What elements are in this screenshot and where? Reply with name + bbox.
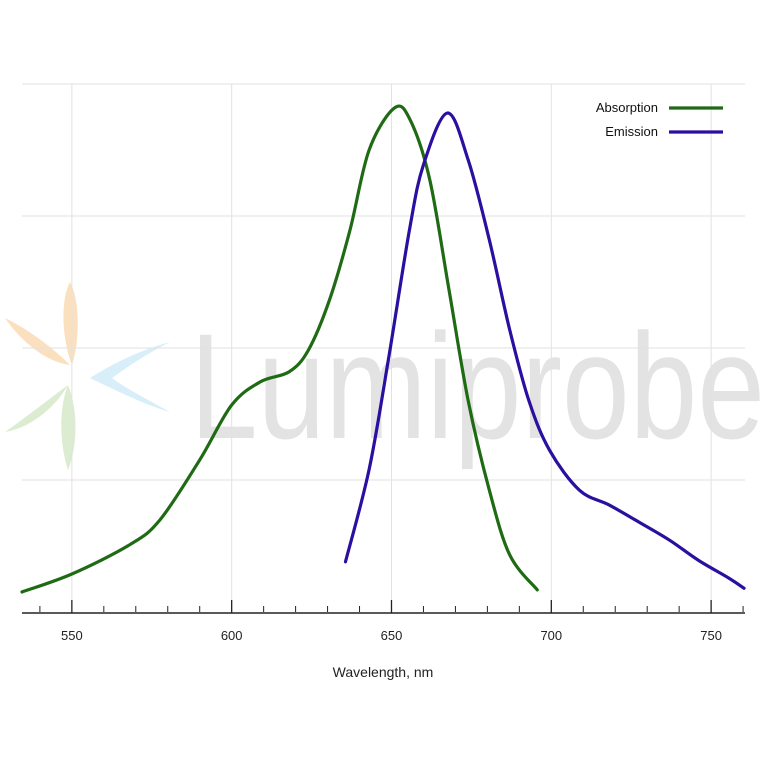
x-tick-label: 600	[221, 628, 243, 643]
x-tick-label: 750	[700, 628, 722, 643]
legend-label: Emission	[605, 124, 658, 139]
legend-label: Absorption	[596, 100, 658, 115]
x-tick-label: 550	[61, 628, 83, 643]
grid	[22, 83, 745, 612]
series-group	[20, 104, 746, 594]
x-tick-label: 700	[540, 628, 562, 643]
x-axis: 550 600 650 700 750	[22, 600, 745, 643]
x-tick-label: 650	[381, 628, 403, 643]
series-line-absorption	[20, 104, 539, 594]
series-line-emission	[343, 111, 746, 590]
legend: Absorption Emission	[596, 100, 723, 139]
x-axis-title: Wavelength, nm	[333, 664, 434, 680]
